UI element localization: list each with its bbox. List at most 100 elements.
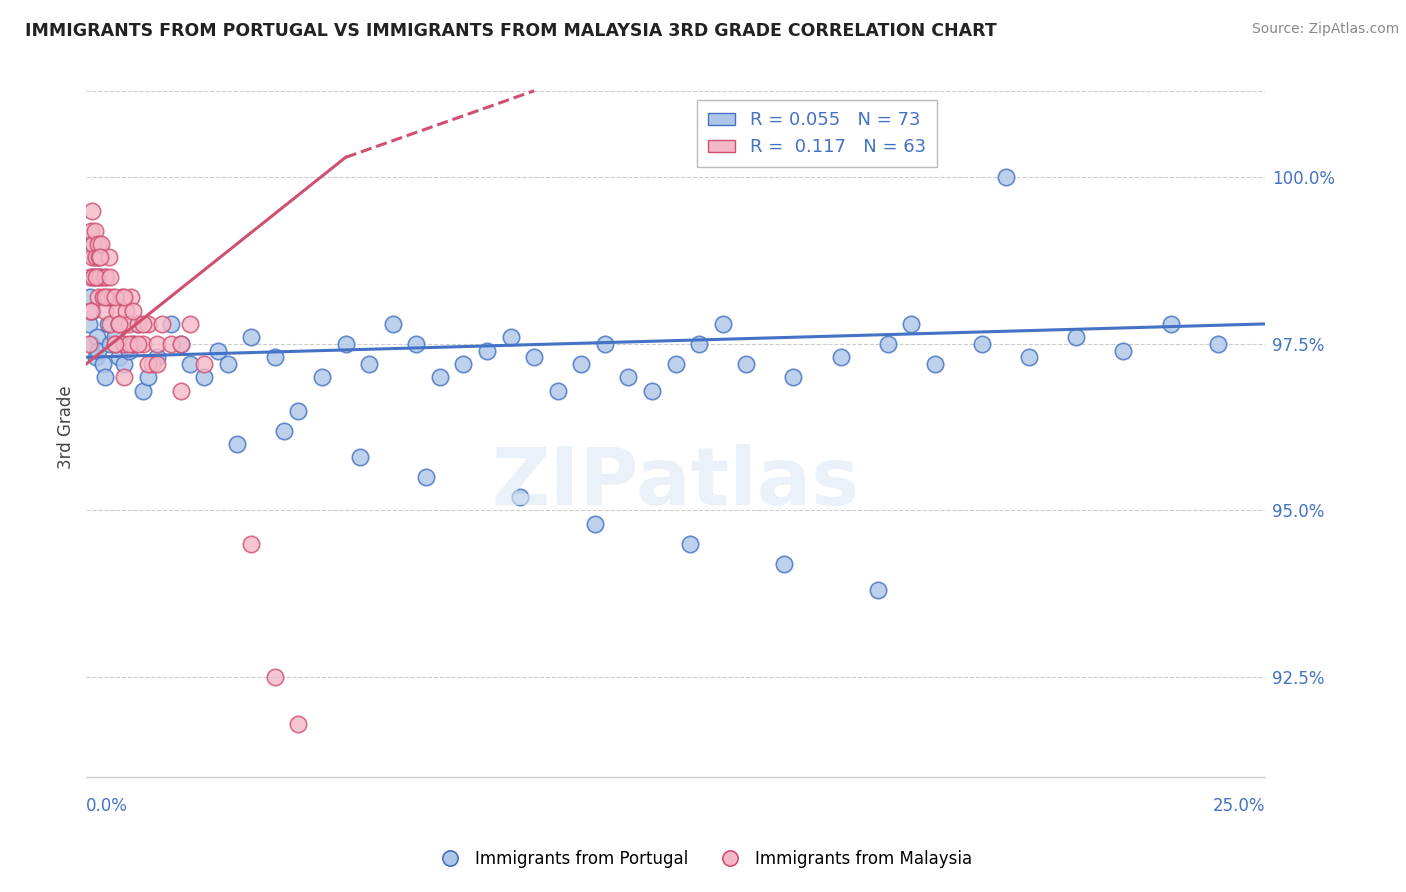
Point bbox=[499, 330, 522, 344]
Point bbox=[349, 450, 371, 465]
Point bbox=[641, 384, 664, 398]
Point bbox=[103, 337, 125, 351]
Point bbox=[207, 343, 229, 358]
Text: 0.0%: 0.0% bbox=[86, 797, 128, 815]
Point bbox=[146, 357, 169, 371]
Text: Source: ZipAtlas.com: Source: ZipAtlas.com bbox=[1251, 22, 1399, 37]
Point bbox=[86, 330, 108, 344]
Point bbox=[103, 290, 125, 304]
Point bbox=[79, 290, 101, 304]
Point bbox=[101, 290, 124, 304]
Point bbox=[122, 303, 145, 318]
Point bbox=[782, 370, 804, 384]
Point bbox=[664, 357, 686, 371]
Point bbox=[415, 470, 437, 484]
Point bbox=[89, 270, 111, 285]
Point bbox=[103, 337, 125, 351]
Point bbox=[141, 357, 163, 371]
Point bbox=[773, 557, 796, 571]
Point bbox=[240, 537, 263, 551]
Point bbox=[96, 290, 118, 304]
Point bbox=[1206, 337, 1229, 351]
Point bbox=[96, 317, 118, 331]
Point bbox=[429, 370, 451, 384]
Point bbox=[91, 357, 114, 371]
Point bbox=[122, 337, 145, 351]
Point bbox=[593, 337, 616, 351]
Point bbox=[136, 317, 159, 331]
Point bbox=[94, 303, 117, 318]
Point bbox=[735, 357, 758, 371]
Point bbox=[97, 250, 120, 264]
Point bbox=[111, 290, 134, 304]
Point bbox=[688, 337, 710, 351]
Point bbox=[94, 290, 117, 304]
Point bbox=[86, 270, 108, 285]
Point bbox=[79, 303, 101, 318]
Point bbox=[381, 317, 404, 331]
Point bbox=[523, 350, 546, 364]
Point bbox=[98, 270, 121, 285]
Point bbox=[118, 343, 141, 358]
Point bbox=[1160, 317, 1182, 331]
Point bbox=[1064, 330, 1087, 344]
Point bbox=[263, 350, 285, 364]
Point bbox=[84, 250, 107, 264]
Point bbox=[118, 337, 141, 351]
Point bbox=[122, 337, 145, 351]
Point bbox=[82, 237, 104, 252]
Point bbox=[90, 237, 112, 252]
Point bbox=[405, 337, 427, 351]
Point bbox=[359, 357, 381, 371]
Point bbox=[112, 290, 135, 304]
Point bbox=[115, 303, 138, 318]
Point bbox=[87, 237, 110, 252]
Point bbox=[193, 370, 215, 384]
Point bbox=[136, 370, 159, 384]
Point bbox=[1112, 343, 1135, 358]
Point bbox=[169, 384, 191, 398]
Point bbox=[335, 337, 357, 351]
Point bbox=[132, 384, 155, 398]
Point bbox=[132, 337, 155, 351]
Point bbox=[84, 270, 107, 285]
Point bbox=[1018, 350, 1040, 364]
Point bbox=[617, 370, 640, 384]
Point bbox=[453, 357, 475, 371]
Point bbox=[868, 583, 890, 598]
Point bbox=[160, 337, 183, 351]
Point bbox=[94, 270, 117, 285]
Point bbox=[475, 343, 498, 358]
Point bbox=[240, 330, 263, 344]
Point bbox=[118, 317, 141, 331]
Point bbox=[217, 357, 239, 371]
Point bbox=[193, 357, 215, 371]
Point bbox=[127, 317, 149, 331]
Point bbox=[583, 516, 606, 531]
Point bbox=[84, 350, 107, 364]
Point bbox=[311, 370, 333, 384]
Point bbox=[103, 330, 125, 344]
Point bbox=[83, 224, 105, 238]
Legend: R = 0.055   N = 73, R =  0.117   N = 63: R = 0.055 N = 73, R = 0.117 N = 63 bbox=[697, 101, 936, 167]
Point bbox=[179, 357, 201, 371]
Point bbox=[112, 337, 135, 351]
Point bbox=[679, 537, 702, 551]
Point bbox=[876, 337, 898, 351]
Point bbox=[127, 337, 149, 351]
Point bbox=[77, 317, 100, 331]
Point bbox=[89, 250, 111, 264]
Legend: Immigrants from Portugal, Immigrants from Malaysia: Immigrants from Portugal, Immigrants fro… bbox=[427, 844, 979, 875]
Point bbox=[569, 357, 592, 371]
Point bbox=[82, 270, 104, 285]
Point bbox=[108, 317, 131, 331]
Point bbox=[120, 290, 142, 304]
Point bbox=[830, 350, 852, 364]
Point bbox=[108, 350, 131, 364]
Point bbox=[82, 203, 104, 218]
Point bbox=[80, 337, 103, 351]
Point bbox=[287, 403, 309, 417]
Point bbox=[80, 224, 103, 238]
Text: ZIPatlas: ZIPatlas bbox=[492, 444, 859, 522]
Point bbox=[79, 270, 101, 285]
